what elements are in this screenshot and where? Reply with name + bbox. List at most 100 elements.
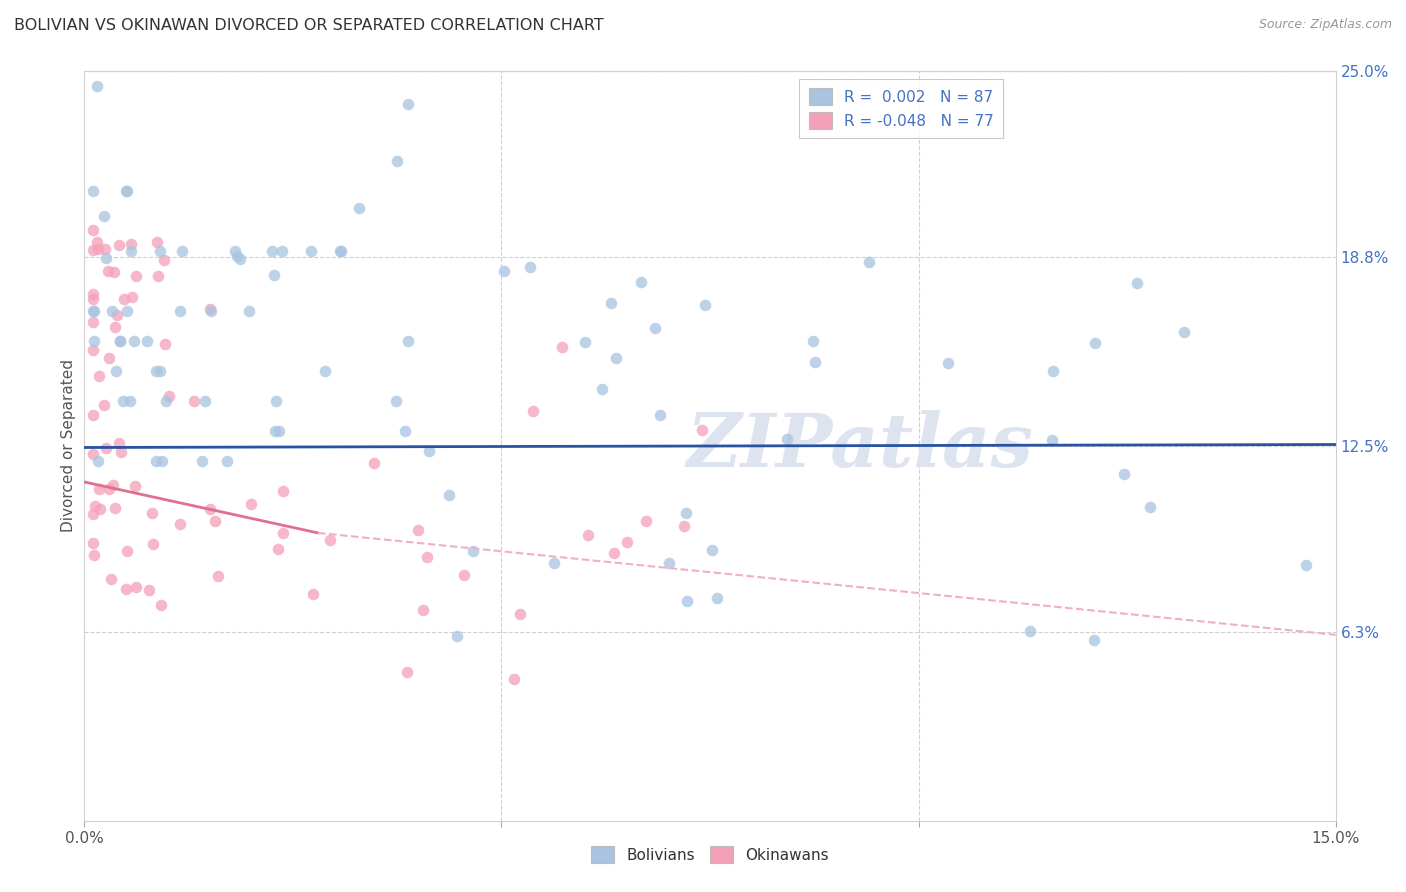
Point <box>97 351 120 365</box>
Point <box>94 251 117 265</box>
Point <box>314 364 336 378</box>
Legend: Bolivians, Okinawans: Bolivians, Okinawans <box>585 840 835 869</box>
Text: ZIPatlas: ZIPatlas <box>686 409 1033 483</box>
Point <box>124 479 146 493</box>
Point <box>149 244 172 259</box>
Point <box>135 334 157 348</box>
Point <box>183 393 205 408</box>
Point <box>1040 434 1063 448</box>
Point <box>122 334 145 348</box>
Point <box>148 269 170 284</box>
Point <box>616 535 638 549</box>
Point <box>706 591 728 606</box>
Point <box>416 550 439 565</box>
Point <box>155 394 177 409</box>
Point <box>228 252 250 267</box>
Point <box>702 543 724 558</box>
Point <box>138 582 160 597</box>
Point <box>86 242 108 256</box>
Point <box>104 320 127 334</box>
Point <box>108 237 131 252</box>
Point <box>267 542 290 557</box>
Point <box>82 244 104 258</box>
Point <box>301 586 323 600</box>
Point <box>83 499 105 513</box>
Point <box>600 296 623 310</box>
Point <box>82 184 104 198</box>
Point <box>271 525 294 540</box>
Point <box>394 424 416 438</box>
Point <box>1019 624 1042 638</box>
Point <box>172 244 194 259</box>
Point <box>83 548 105 562</box>
Point <box>93 209 115 223</box>
Point <box>1295 558 1317 572</box>
Point <box>204 514 226 528</box>
Point <box>693 298 716 312</box>
Point <box>396 334 419 348</box>
Point <box>94 441 117 455</box>
Point <box>385 154 408 169</box>
Point <box>1126 276 1149 290</box>
Point <box>112 394 135 409</box>
Point <box>115 582 138 596</box>
Point <box>120 237 142 252</box>
Point <box>1139 500 1161 514</box>
Point <box>198 502 221 516</box>
Point <box>103 265 125 279</box>
Point <box>145 454 167 468</box>
Point <box>115 304 138 318</box>
Point <box>87 483 110 497</box>
Point <box>406 523 429 537</box>
Point <box>692 424 714 438</box>
Point <box>120 244 142 259</box>
Point <box>118 394 141 409</box>
Point <box>509 607 531 621</box>
Point <box>104 500 127 515</box>
Point <box>673 519 696 533</box>
Point <box>603 546 626 560</box>
Point <box>191 454 214 468</box>
Point <box>543 556 565 570</box>
Point <box>412 602 434 616</box>
Point <box>87 454 110 468</box>
Point <box>676 594 699 608</box>
Point <box>121 290 143 304</box>
Point <box>82 287 104 301</box>
Point <box>576 527 599 541</box>
Point <box>110 444 132 458</box>
Point <box>264 394 287 409</box>
Point <box>82 447 104 461</box>
Point <box>363 456 385 470</box>
Point <box>605 351 627 366</box>
Point <box>437 488 460 502</box>
Point <box>551 340 574 354</box>
Point <box>240 497 263 511</box>
Point <box>453 567 475 582</box>
Point <box>650 409 672 423</box>
Point <box>89 369 111 384</box>
Point <box>658 556 681 570</box>
Point <box>330 244 353 259</box>
Point <box>169 304 191 318</box>
Point <box>801 334 824 349</box>
Point <box>157 389 180 403</box>
Point <box>1173 325 1195 339</box>
Point <box>384 394 406 409</box>
Point <box>329 244 352 259</box>
Point <box>115 184 138 198</box>
Point <box>155 336 177 351</box>
Point <box>103 478 125 492</box>
Point <box>200 302 222 317</box>
Point <box>82 292 104 306</box>
Point <box>82 408 104 422</box>
Point <box>207 569 229 583</box>
Point <box>100 304 122 318</box>
Point <box>86 235 108 249</box>
Point <box>82 222 104 236</box>
Point <box>574 335 596 350</box>
Point <box>273 484 295 499</box>
Point <box>238 304 260 318</box>
Point <box>1114 467 1136 481</box>
Point <box>299 244 322 259</box>
